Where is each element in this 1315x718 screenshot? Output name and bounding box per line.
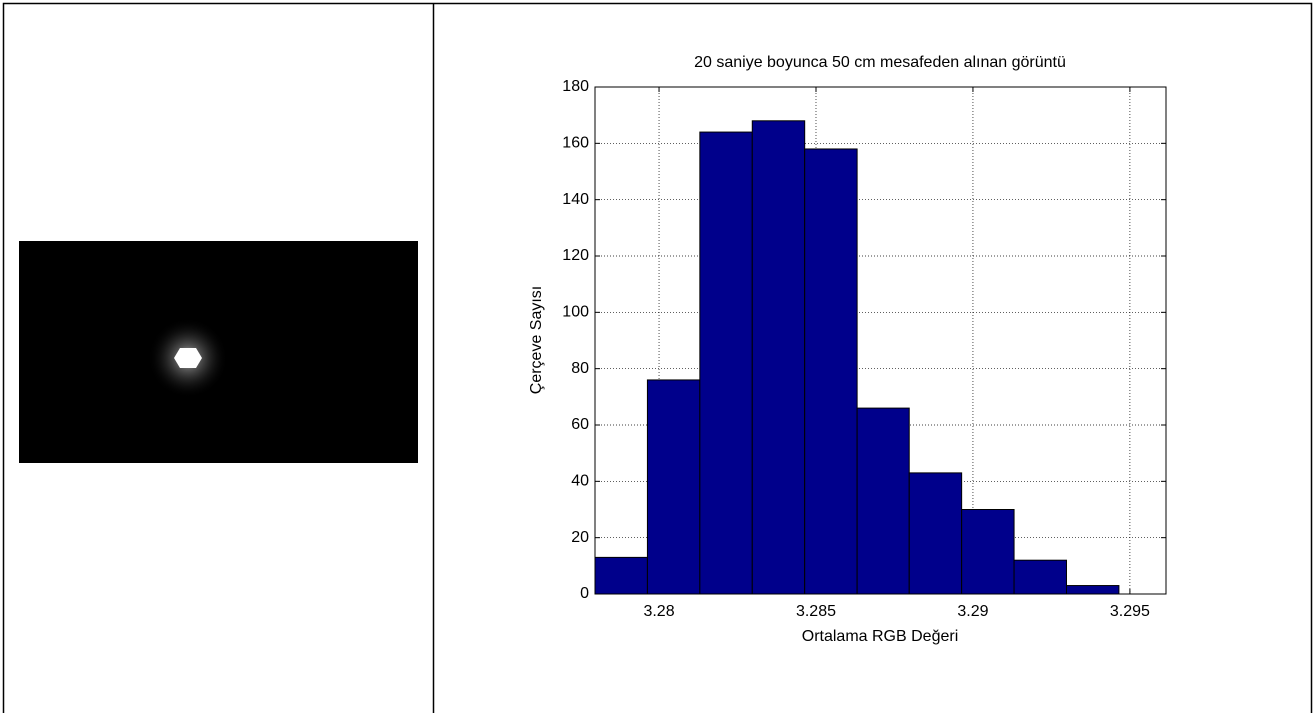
x-tick-label: 3.295 bbox=[1110, 603, 1150, 620]
y-tick-label: 180 bbox=[562, 78, 589, 95]
y-tick-label: 20 bbox=[571, 529, 589, 546]
chart-title: 20 saniye boyunca 50 cm mesafeden alınan… bbox=[694, 54, 1066, 71]
bar bbox=[1013, 559, 1067, 595]
x-tick-label: 3.285 bbox=[796, 603, 836, 620]
x-axis-label: Ortalama RGB Değeri bbox=[802, 628, 959, 645]
y-tick-label: 100 bbox=[562, 304, 589, 321]
y-axis-label: Çerçeve Sayısı bbox=[528, 286, 545, 394]
y-tick-label: 120 bbox=[562, 247, 589, 264]
bar bbox=[751, 120, 806, 595]
x-tick-label: 3.29 bbox=[957, 603, 988, 620]
y-tick-label: 80 bbox=[571, 360, 589, 377]
y-tick-label: 160 bbox=[562, 135, 589, 152]
bar bbox=[804, 148, 858, 595]
y-tick-label: 0 bbox=[580, 585, 589, 602]
chart: 20 saniye boyunca 50 cm mesafeden alınan… bbox=[528, 54, 1167, 645]
bar bbox=[1065, 585, 1120, 595]
axes-box bbox=[594, 86, 1167, 595]
y-tick-label: 140 bbox=[562, 191, 589, 208]
bar bbox=[856, 407, 910, 595]
light-spot bbox=[174, 348, 202, 368]
y-tick-label: 40 bbox=[571, 473, 589, 490]
bar bbox=[699, 131, 753, 595]
photo bbox=[19, 241, 418, 463]
x-tick-label: 3.28 bbox=[643, 603, 674, 620]
bar bbox=[908, 472, 963, 595]
bar bbox=[646, 379, 701, 595]
bar bbox=[594, 556, 648, 595]
y-tick-label: 60 bbox=[571, 416, 589, 433]
bar bbox=[961, 509, 1015, 595]
